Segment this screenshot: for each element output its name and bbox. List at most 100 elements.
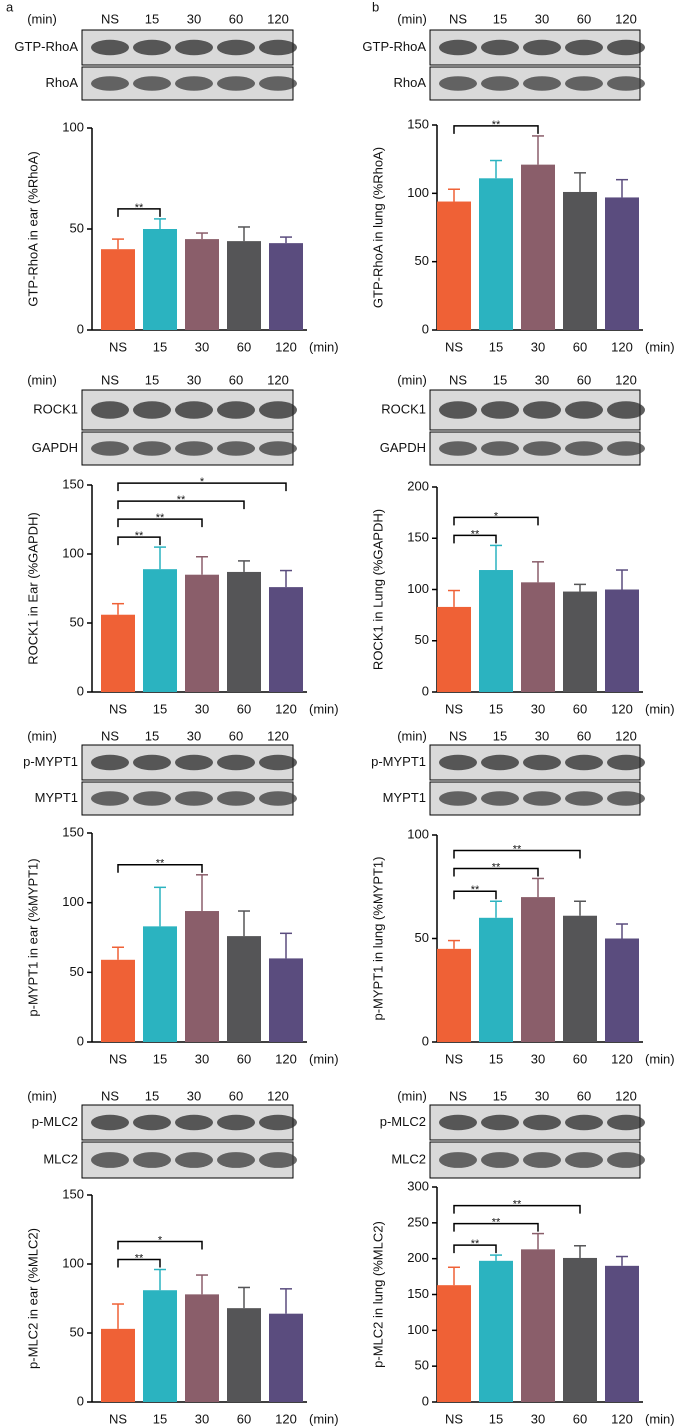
blot-band bbox=[565, 441, 603, 456]
x-axis-label: (min) bbox=[309, 1051, 339, 1066]
x-tick-label: 30 bbox=[531, 1051, 545, 1066]
blot-band bbox=[565, 401, 603, 419]
y-tick-label: 300 bbox=[407, 1178, 429, 1193]
x-tick-label: 60 bbox=[237, 701, 251, 716]
blot-band bbox=[217, 1114, 255, 1131]
blot-band bbox=[607, 1152, 645, 1168]
x-tick-label: 60 bbox=[573, 339, 587, 354]
lane-label: 120 bbox=[615, 1088, 637, 1103]
y-tick-label: 100 bbox=[62, 119, 84, 134]
band-label: ROCK1 bbox=[381, 401, 426, 416]
blot-band bbox=[259, 1152, 297, 1168]
y-tick-label: 0 bbox=[77, 1033, 84, 1048]
significance-label: ** bbox=[471, 884, 480, 896]
blot-unit: (min) bbox=[27, 1088, 57, 1103]
blot-band bbox=[217, 401, 255, 419]
lane-label: 30 bbox=[535, 11, 549, 26]
band-label: MLC2 bbox=[43, 1151, 78, 1166]
bar bbox=[269, 1313, 303, 1402]
y-axis-label: GTP-RhoA in ear (%RhoA) bbox=[25, 151, 40, 306]
x-tick-label: 30 bbox=[195, 339, 209, 354]
x-tick-label: 60 bbox=[573, 1411, 587, 1426]
bar bbox=[479, 1260, 513, 1402]
x-tick-label: 30 bbox=[195, 1051, 209, 1066]
y-tick-label: 0 bbox=[77, 1393, 84, 1408]
blot-band bbox=[523, 441, 561, 456]
bar bbox=[521, 164, 555, 330]
y-axis-label: p-MLC2 in ear (%MLC2) bbox=[25, 1228, 40, 1369]
blot-band bbox=[481, 441, 519, 456]
x-tick-label: 120 bbox=[275, 339, 297, 354]
x-axis-label: (min) bbox=[309, 1411, 339, 1426]
blot-band bbox=[481, 76, 519, 91]
bar bbox=[521, 1249, 555, 1402]
blot-band bbox=[91, 441, 129, 456]
lane-label: 60 bbox=[577, 11, 591, 26]
blot-band bbox=[217, 1152, 255, 1168]
bar bbox=[101, 614, 135, 692]
lane-label: 15 bbox=[493, 372, 507, 387]
x-tick-label: 120 bbox=[275, 701, 297, 716]
lane-label: NS bbox=[101, 1088, 119, 1103]
bar bbox=[269, 958, 303, 1042]
blot-band bbox=[217, 441, 255, 456]
blot-band bbox=[607, 441, 645, 456]
blot-band bbox=[565, 39, 603, 56]
x-tick-label: NS bbox=[445, 701, 463, 716]
blot-unit: (min) bbox=[397, 728, 427, 743]
significance-bracket bbox=[117, 482, 287, 492]
x-tick-label: NS bbox=[445, 1051, 463, 1066]
band-label: p-MLC2 bbox=[32, 1114, 78, 1129]
bar bbox=[563, 915, 597, 1042]
blot-unit: (min) bbox=[397, 1088, 427, 1103]
y-tick-label: 50 bbox=[70, 220, 84, 235]
blot-band bbox=[91, 76, 129, 91]
blot-band bbox=[481, 754, 519, 771]
significance-bracket bbox=[117, 1240, 203, 1250]
lane-label: NS bbox=[101, 11, 119, 26]
lane-label: NS bbox=[449, 728, 467, 743]
x-axis-label: (min) bbox=[309, 339, 339, 354]
bar bbox=[185, 911, 219, 1042]
y-tick-label: 100 bbox=[407, 1322, 429, 1337]
y-tick-label: 0 bbox=[77, 683, 84, 698]
x-axis-label: (min) bbox=[645, 1411, 675, 1426]
blot-band bbox=[175, 791, 213, 806]
blot-band bbox=[91, 791, 129, 806]
x-tick-label: 15 bbox=[153, 339, 167, 354]
band-label: MYPT1 bbox=[35, 790, 78, 805]
blot-band bbox=[133, 76, 171, 91]
blot-band bbox=[481, 791, 519, 806]
bar bbox=[269, 243, 303, 330]
significance-label: * bbox=[200, 476, 205, 488]
blot-band bbox=[607, 791, 645, 806]
significance-bracket bbox=[117, 500, 245, 510]
bar bbox=[227, 241, 261, 330]
bar bbox=[479, 570, 513, 692]
y-tick-label: 0 bbox=[77, 321, 84, 336]
bar bbox=[605, 938, 639, 1042]
significance-bracket bbox=[453, 867, 539, 877]
blot-band bbox=[133, 441, 171, 456]
blot-band bbox=[259, 1114, 297, 1131]
y-axis-label: p-MYPT1 in ear (%MYPT1) bbox=[25, 858, 40, 1016]
lane-label: 60 bbox=[577, 372, 591, 387]
blot-band bbox=[259, 791, 297, 806]
lane-label: 60 bbox=[229, 11, 243, 26]
blot-band bbox=[175, 1152, 213, 1168]
y-tick-label: 100 bbox=[407, 185, 429, 200]
significance-label: ** bbox=[513, 843, 522, 855]
lane-label: 60 bbox=[229, 728, 243, 743]
blot-band bbox=[565, 1114, 603, 1131]
lane-label: 120 bbox=[267, 11, 289, 26]
blot-band bbox=[259, 39, 297, 56]
blot-band bbox=[481, 1152, 519, 1168]
band-label: MYPT1 bbox=[383, 790, 426, 805]
x-tick-label: 15 bbox=[489, 1411, 503, 1426]
blot-band bbox=[439, 401, 477, 419]
y-tick-label: 100 bbox=[62, 1255, 84, 1270]
y-tick-label: 50 bbox=[415, 930, 429, 945]
y-tick-label: 100 bbox=[62, 545, 84, 560]
blot-band bbox=[133, 39, 171, 56]
lane-label: 120 bbox=[267, 1088, 289, 1103]
